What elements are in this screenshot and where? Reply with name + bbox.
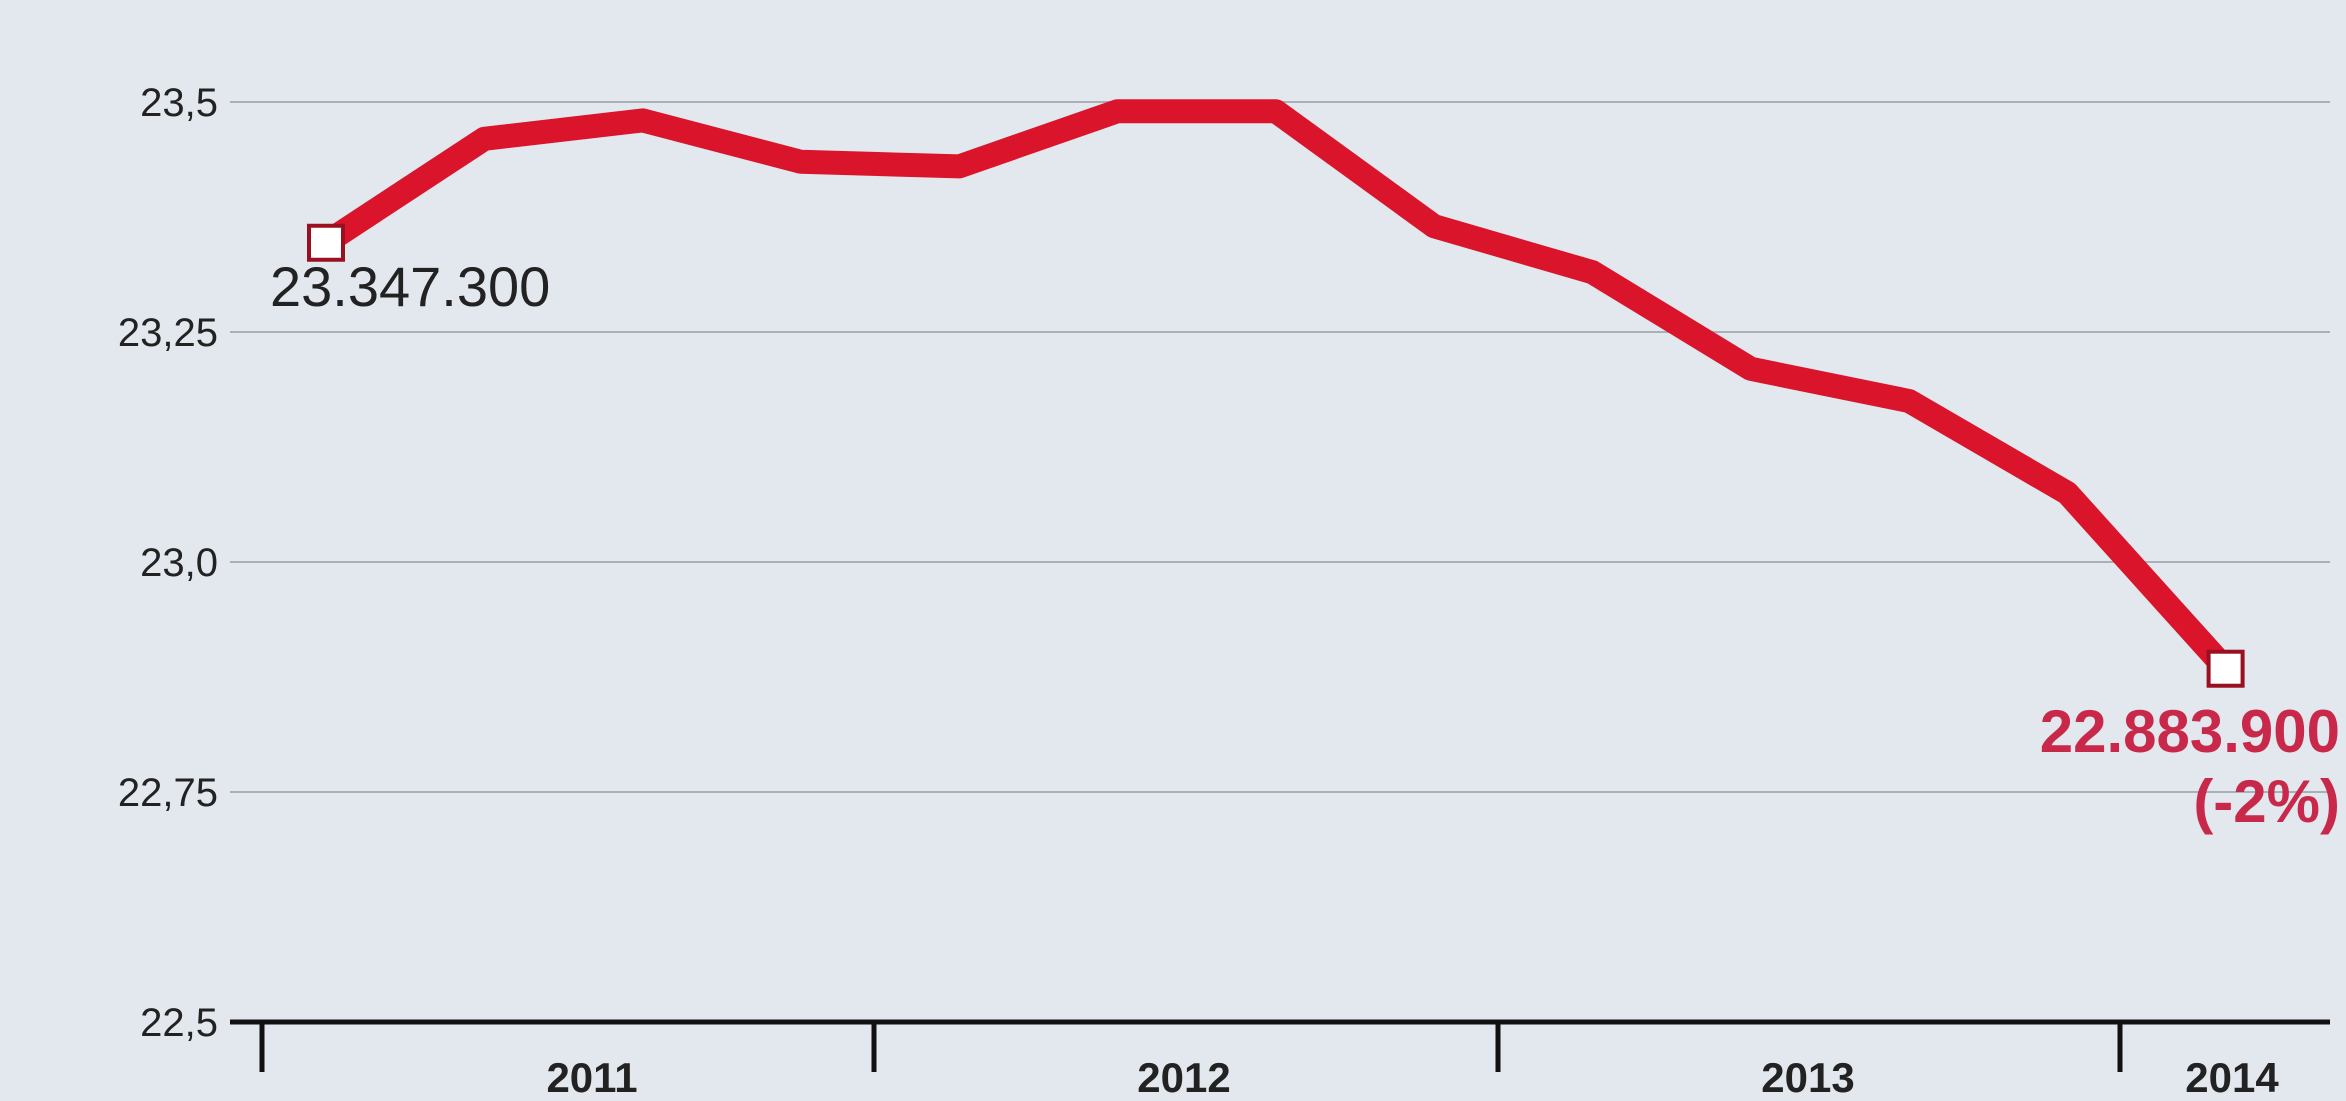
data-labels: 23.347.300 22.883.900 (-2%) [270, 255, 2340, 835]
y-tick-label: 23,0 [140, 541, 218, 585]
series-layer [307, 99, 2245, 688]
y-axis-ticks: 23,5 23,25 23,0 22,75 22,5 [118, 81, 218, 1045]
end-point-marker [2206, 649, 2245, 688]
y-tick-label: 23,25 [118, 311, 218, 355]
end-change-label: (-2%) [2193, 768, 2340, 835]
y-tick-label: 22,75 [118, 771, 218, 815]
x-tick-label-2013: 2013 [1761, 1054, 1854, 1101]
start-point-marker [307, 223, 345, 262]
y-tick-label: 23,5 [140, 81, 218, 125]
x-tick-label-2012: 2012 [1137, 1054, 1230, 1101]
x-tick-label-2011: 2011 [546, 1054, 637, 1101]
x-axis [230, 1019, 2330, 1072]
end-value-label: 22.883.900 [2040, 698, 2340, 765]
grid-lines [230, 101, 2330, 793]
start-value-label: 23.347.300 [270, 255, 550, 318]
x-axis-labels: 2011 2012 2013 2014 [546, 1054, 2279, 1101]
y-tick-label: 22,5 [140, 1001, 218, 1045]
series-line [319, 99, 2235, 677]
x-tick-label-2014: 2014 [2185, 1054, 2279, 1101]
